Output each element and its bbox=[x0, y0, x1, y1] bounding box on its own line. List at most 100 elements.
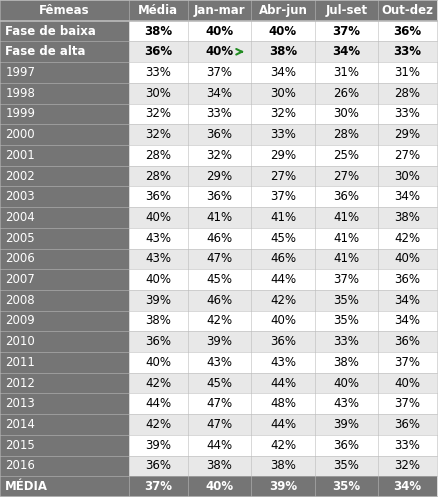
Bar bbox=[251, 0, 315, 21]
Bar bbox=[378, 414, 437, 435]
Bar bbox=[0, 331, 129, 352]
Text: Jan-mar: Jan-mar bbox=[194, 4, 246, 17]
Bar bbox=[315, 414, 378, 435]
Bar bbox=[251, 62, 315, 83]
Bar bbox=[315, 207, 378, 228]
Text: 33%: 33% bbox=[395, 439, 421, 452]
Text: 40%: 40% bbox=[205, 24, 234, 38]
Bar bbox=[378, 166, 437, 186]
Text: 45%: 45% bbox=[270, 232, 296, 245]
Bar bbox=[0, 186, 129, 207]
Text: 2014: 2014 bbox=[5, 418, 35, 431]
Text: 27%: 27% bbox=[394, 149, 421, 162]
Text: 25%: 25% bbox=[334, 149, 359, 162]
Text: 42%: 42% bbox=[206, 315, 233, 328]
Text: 40%: 40% bbox=[395, 377, 421, 390]
Text: 36%: 36% bbox=[395, 273, 421, 286]
Text: 33%: 33% bbox=[207, 107, 232, 120]
Text: 28%: 28% bbox=[145, 149, 172, 162]
Bar bbox=[251, 331, 315, 352]
Bar bbox=[378, 21, 437, 41]
Bar bbox=[251, 352, 315, 373]
Text: 42%: 42% bbox=[394, 232, 421, 245]
Bar bbox=[129, 83, 188, 103]
Text: 36%: 36% bbox=[207, 190, 233, 203]
Text: 27%: 27% bbox=[270, 169, 296, 182]
Bar bbox=[315, 62, 378, 83]
Bar bbox=[129, 414, 188, 435]
Text: 33%: 33% bbox=[395, 107, 421, 120]
Bar bbox=[251, 186, 315, 207]
Text: 42%: 42% bbox=[145, 418, 172, 431]
Bar bbox=[378, 311, 437, 331]
Text: 41%: 41% bbox=[333, 232, 359, 245]
Bar bbox=[188, 394, 251, 414]
Bar bbox=[188, 124, 251, 145]
Text: 28%: 28% bbox=[334, 128, 359, 141]
Text: 36%: 36% bbox=[334, 439, 359, 452]
Bar bbox=[315, 373, 378, 394]
Text: 31%: 31% bbox=[395, 66, 421, 79]
Text: 29%: 29% bbox=[394, 128, 421, 141]
Text: 2012: 2012 bbox=[5, 377, 35, 390]
Bar bbox=[378, 373, 437, 394]
Text: 36%: 36% bbox=[334, 190, 359, 203]
Bar bbox=[129, 435, 188, 456]
Text: 33%: 33% bbox=[393, 45, 422, 58]
Text: 41%: 41% bbox=[333, 252, 359, 265]
Text: 37%: 37% bbox=[207, 66, 233, 79]
Bar bbox=[188, 103, 251, 124]
Bar bbox=[0, 414, 129, 435]
Text: 1999: 1999 bbox=[5, 107, 35, 120]
Text: 34%: 34% bbox=[395, 190, 421, 203]
Text: 2000: 2000 bbox=[5, 128, 35, 141]
Bar bbox=[129, 41, 188, 62]
Bar bbox=[315, 248, 378, 269]
Bar bbox=[129, 166, 188, 186]
Bar bbox=[378, 186, 437, 207]
Text: 32%: 32% bbox=[145, 128, 172, 141]
Text: 43%: 43% bbox=[270, 356, 296, 369]
Text: 35%: 35% bbox=[334, 459, 359, 473]
Text: 41%: 41% bbox=[270, 211, 296, 224]
Bar bbox=[378, 103, 437, 124]
Text: 40%: 40% bbox=[145, 211, 172, 224]
Bar bbox=[378, 248, 437, 269]
Bar bbox=[0, 456, 129, 476]
Text: 37%: 37% bbox=[270, 190, 296, 203]
Text: 40%: 40% bbox=[145, 273, 172, 286]
Text: 37%: 37% bbox=[144, 480, 172, 493]
Bar bbox=[251, 124, 315, 145]
Text: 42%: 42% bbox=[270, 294, 296, 307]
Text: 38%: 38% bbox=[269, 45, 297, 58]
Bar bbox=[315, 394, 378, 414]
Bar bbox=[315, 311, 378, 331]
Bar bbox=[129, 476, 188, 497]
Text: 41%: 41% bbox=[206, 211, 233, 224]
Text: 2005: 2005 bbox=[5, 232, 35, 245]
Bar bbox=[251, 414, 315, 435]
Bar bbox=[251, 21, 315, 41]
Text: 2003: 2003 bbox=[5, 190, 35, 203]
Bar bbox=[378, 290, 437, 311]
Text: 28%: 28% bbox=[395, 86, 421, 100]
Text: 45%: 45% bbox=[207, 377, 233, 390]
Bar bbox=[251, 476, 315, 497]
Text: 32%: 32% bbox=[395, 459, 421, 473]
Text: 44%: 44% bbox=[270, 273, 296, 286]
Text: 34%: 34% bbox=[270, 66, 296, 79]
Bar bbox=[188, 414, 251, 435]
Text: 40%: 40% bbox=[205, 45, 234, 58]
Bar bbox=[378, 0, 437, 21]
Bar bbox=[188, 41, 251, 62]
Bar bbox=[0, 248, 129, 269]
Text: 43%: 43% bbox=[145, 252, 172, 265]
Text: 42%: 42% bbox=[270, 439, 296, 452]
Bar bbox=[129, 248, 188, 269]
Text: 33%: 33% bbox=[270, 128, 296, 141]
Text: 34%: 34% bbox=[395, 315, 421, 328]
Bar bbox=[129, 21, 188, 41]
Bar bbox=[251, 269, 315, 290]
Bar bbox=[0, 394, 129, 414]
Bar bbox=[251, 41, 315, 62]
